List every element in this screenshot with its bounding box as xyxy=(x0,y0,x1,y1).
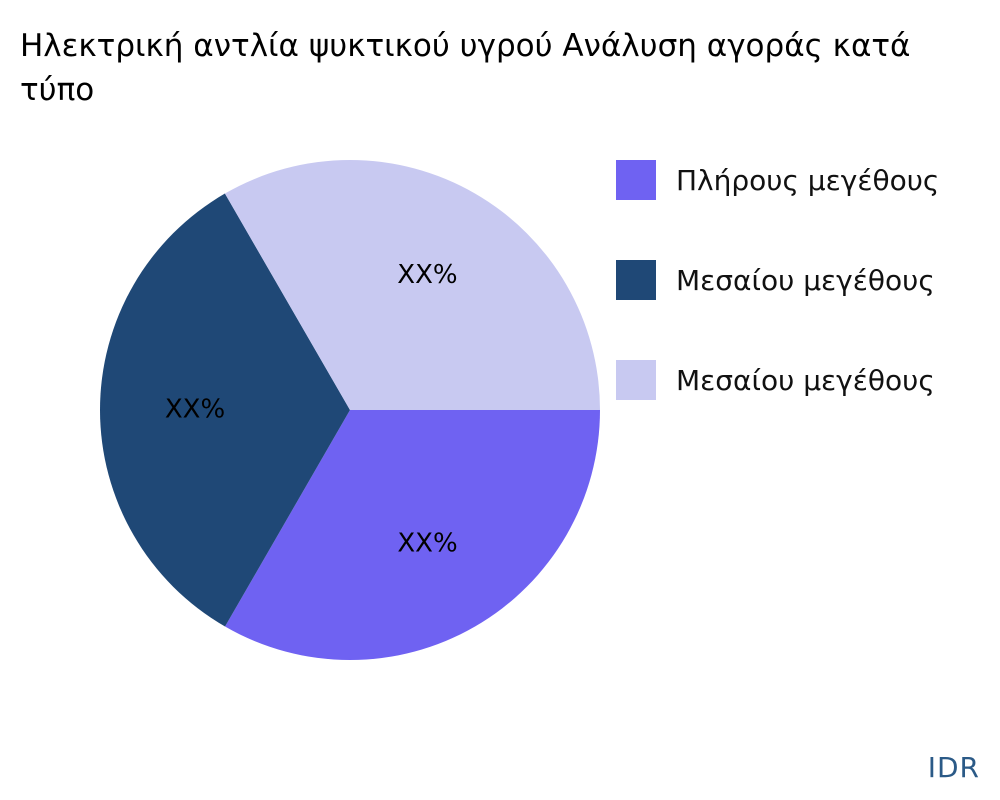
legend-label-medium-size-dark: Μεσαίου μεγέθους xyxy=(676,263,935,297)
legend-item-medium-size-light[interactable]: Μεσαίου μεγέθους xyxy=(616,360,939,400)
legend-label-medium-size-light: Μεσαίου μεγέθους xyxy=(676,363,935,397)
legend-label-full-size: Πλήρους μεγέθους xyxy=(676,163,940,197)
chart-legend: Πλήρους μεγέθους Μεσαίου μεγέθους Μεσαίο… xyxy=(616,160,939,460)
legend-swatch-medium-size-dark xyxy=(616,260,656,300)
pie-slice-3[interactable] xyxy=(224,159,601,410)
legend-swatch-full-size xyxy=(616,160,656,200)
source-watermark: IDR xyxy=(927,751,980,784)
pie-slice-label-2: XX% xyxy=(165,395,225,425)
legend-item-medium-size-dark[interactable]: Μεσαίου μεγέθους xyxy=(616,260,939,300)
pie-slice-label-1: XX% xyxy=(397,529,457,559)
pie-slice-1[interactable] xyxy=(225,410,600,661)
chart-title-line-1: Ηλεκτρική αντλία ψυκτικού υγρού Ανάλυση … xyxy=(20,28,911,64)
chart-title-line-2: τύπο xyxy=(20,72,95,108)
legend-item-full-size[interactable]: Πλήρους μεγέθους xyxy=(616,160,939,200)
legend-swatch-medium-size-light xyxy=(616,360,656,400)
chart-title: Ηλεκτρική αντλία ψυκτικού υγρού Ανάλυση … xyxy=(20,24,1000,112)
pie-slice-label-3: XX% xyxy=(397,260,457,290)
pie-slice-2[interactable] xyxy=(99,193,350,627)
